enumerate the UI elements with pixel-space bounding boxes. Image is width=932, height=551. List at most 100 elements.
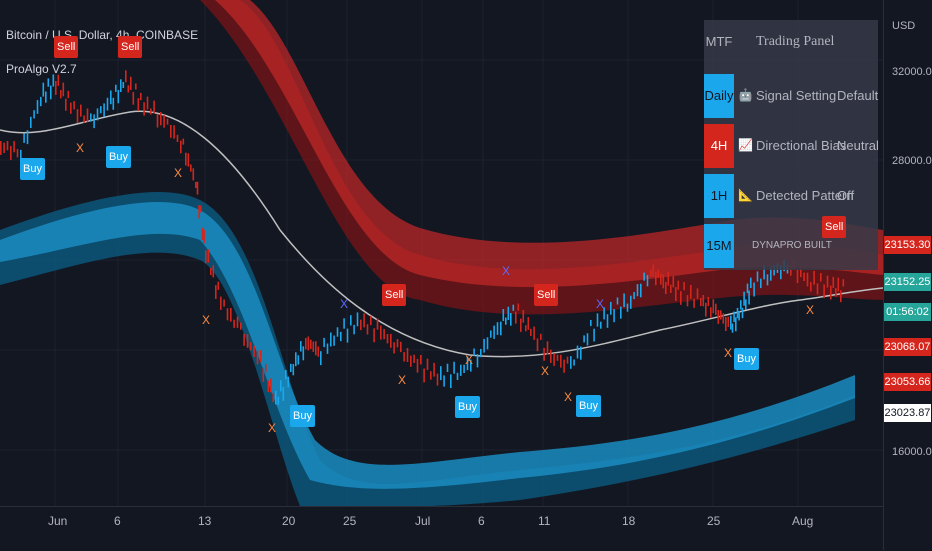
candle [195, 182, 197, 188]
candle [302, 346, 305, 361]
candle [253, 345, 255, 357]
candle [655, 271, 657, 286]
candle [583, 335, 585, 343]
price-tag: 23153.30 [884, 236, 931, 254]
trading-panel: MTF Trading Panel Daily 🤖 Signal Setting De… [704, 20, 879, 270]
candle [93, 114, 95, 129]
candle [705, 302, 707, 317]
time-axis[interactable] [0, 506, 883, 551]
candle [140, 92, 142, 101]
candle [806, 272, 809, 287]
candle [198, 205, 200, 219]
buy-signal: Buy [576, 395, 601, 417]
candle [326, 343, 329, 354]
candle [520, 318, 522, 332]
candle [153, 100, 155, 114]
candle [185, 152, 187, 166]
candle [383, 328, 385, 340]
candle [800, 266, 802, 278]
candle [137, 98, 140, 111]
candle [715, 303, 717, 315]
candle [623, 293, 625, 308]
candle [373, 328, 375, 343]
candle [90, 113, 92, 122]
candle [590, 320, 592, 327]
candle [230, 308, 232, 322]
candle [680, 291, 682, 305]
candle [533, 326, 535, 340]
candle [201, 227, 204, 240]
candle [20, 149, 22, 161]
candle [217, 281, 220, 290]
candle [626, 303, 629, 312]
time-label: 6 [478, 514, 485, 528]
candle [515, 311, 517, 324]
candle [750, 277, 752, 288]
candle [717, 310, 720, 324]
candle [630, 295, 632, 309]
candle [820, 273, 822, 282]
candle [443, 375, 445, 387]
candle [702, 295, 705, 307]
candle [496, 322, 499, 335]
indicator-title[interactable]: ProAlgo V2.7 [6, 62, 77, 76]
candle [120, 79, 122, 92]
sell-signal: Sell [54, 36, 79, 58]
candle [0, 141, 2, 155]
candle [125, 70, 127, 83]
candle [796, 269, 799, 284]
panel-row-value: Off [837, 188, 855, 203]
candle [143, 102, 145, 116]
price-chart[interactable] [0, 0, 883, 506]
candle [290, 363, 292, 372]
candle [743, 291, 745, 306]
candle [636, 284, 639, 297]
candle [62, 82, 65, 97]
sell-signal: Sell [822, 216, 847, 238]
candle [236, 316, 239, 328]
candle [390, 333, 392, 348]
candle [307, 336, 310, 351]
candle [282, 387, 285, 401]
candle [580, 346, 582, 360]
candle [616, 297, 619, 305]
candle [23, 133, 25, 143]
candle [662, 274, 665, 289]
candle [613, 309, 615, 323]
buy-signal: Buy [290, 405, 315, 427]
candle [560, 354, 562, 368]
candle [463, 364, 465, 373]
candle [480, 348, 482, 358]
candle [766, 274, 769, 286]
candle [103, 103, 105, 117]
candle [650, 269, 652, 277]
candle [317, 346, 320, 357]
candle [370, 315, 372, 326]
candle [190, 164, 192, 172]
candle [722, 313, 725, 324]
candle [333, 335, 335, 346]
candle [196, 181, 199, 195]
candle [310, 339, 312, 349]
time-label: 25 [707, 514, 721, 528]
candle [546, 341, 549, 355]
candle [603, 307, 605, 320]
y-label-32000: 32000.00 [892, 66, 932, 78]
candle [738, 310, 740, 321]
candle [512, 304, 515, 311]
price-tag: 23068.07 [884, 338, 931, 356]
candle [212, 265, 215, 278]
candle [406, 348, 409, 362]
price-tag: 23152.25 [884, 273, 931, 291]
x-marker: X [541, 364, 550, 378]
candle [493, 325, 495, 339]
y-label-28000: 28000.00 [892, 155, 932, 167]
panel-row-name: Signal Setting [756, 88, 837, 103]
candle [413, 354, 415, 363]
candle [10, 146, 12, 160]
candle [456, 372, 459, 380]
candle [130, 76, 132, 90]
candle [677, 280, 680, 290]
candle [510, 313, 512, 326]
symbol-title[interactable]: Bitcoin / U.S. Dollar, 4h, COINBASE [6, 28, 199, 42]
